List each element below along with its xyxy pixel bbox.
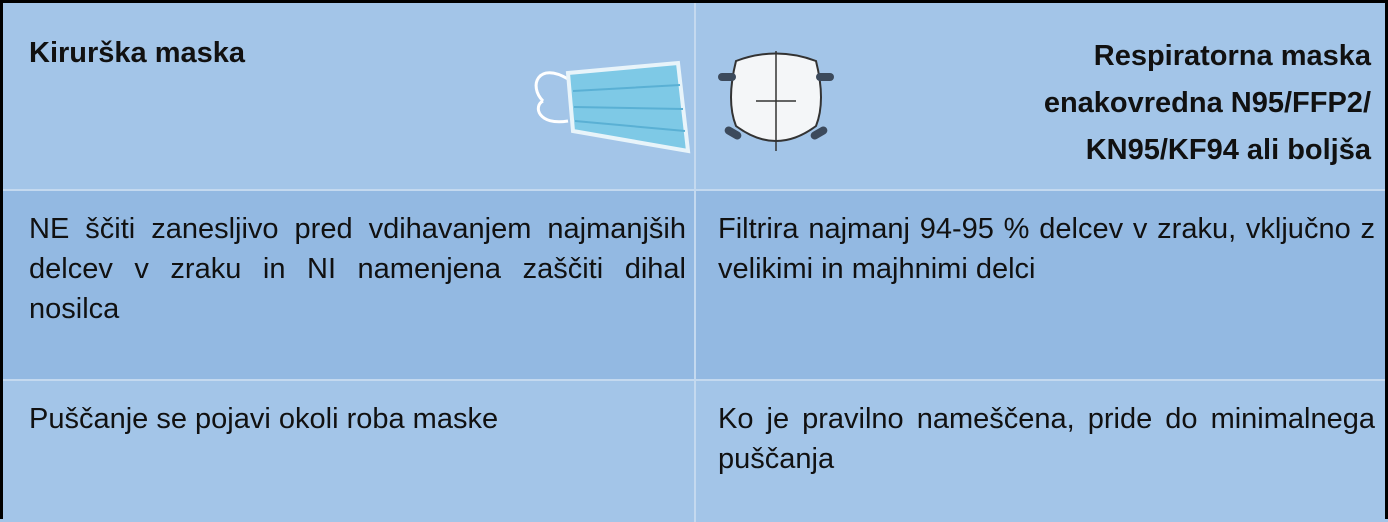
table-cell: Filtrira najmanj 94-95 % delcev v zraku,… <box>694 191 1385 379</box>
header-line: Respiratorna maska <box>1093 40 1371 72</box>
header-cell: Kirurška maska <box>3 3 694 189</box>
surgical-mask-icon <box>534 60 691 154</box>
table-cell: Puščanje se pojavi okoli roba maske <box>29 403 499 435</box>
header-line: enakovredna N95/FFP2/ <box>1043 87 1371 119</box>
respirator-icon <box>718 51 834 151</box>
table-row: NE ščiti zanesljivo pred vdihavanjem naj… <box>3 191 1385 381</box>
table-row: Puščanje se pojavi okoli roba maske Ko j… <box>3 381 1385 522</box>
header-cell: Respiratorna maska enakovredna N95/FFP2/… <box>694 3 1385 189</box>
table-cell: NE ščiti zanesljivo pred vdihavanjem naj… <box>29 213 686 325</box>
header-line: KN95/KF94 ali boljša <box>1085 134 1371 166</box>
header-row: Kirurška maska Respiratorna maska enakov… <box>3 3 1385 191</box>
table-cell: Ko je pravilno nameščena, pride do minim… <box>694 381 1385 522</box>
header-text: Kirurška maska <box>29 37 246 69</box>
